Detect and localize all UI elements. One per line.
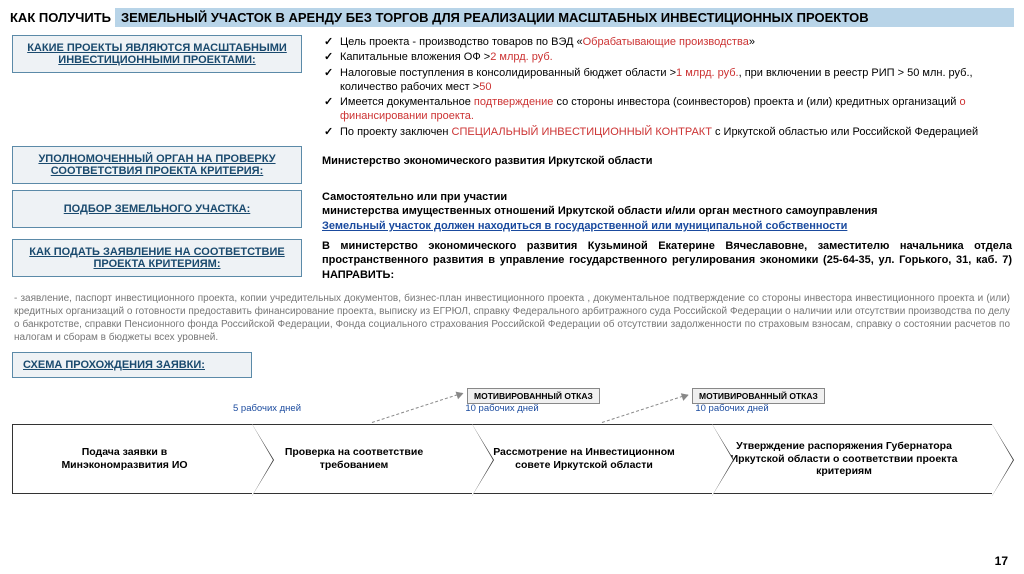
land-text: Самостоятельно или при участии министерс…	[322, 190, 1012, 233]
criteria-item-5: По проекту заключен СПЕЦИАЛЬНЫЙ ИНВЕСТИЦ…	[322, 125, 1012, 139]
header-title: ЗЕМЕЛЬНЫЙ УЧАСТОК В АРЕНДУ БЕЗ ТОРГОВ ДЛ…	[115, 8, 1014, 27]
land-requirement-link: Земельный участок должен находиться в го…	[322, 219, 1012, 233]
label-apply: КАК ПОДАТЬ ЗАЯВЛЕНИЕ НА СООТВЕТСТВИЕ ПРО…	[12, 239, 302, 277]
authority-text: Министерство экономического развития Ирк…	[322, 146, 1012, 168]
label-scheme: СХЕМА ПРОХОЖДЕНИЯ ЗАЯВКИ:	[12, 352, 252, 378]
time-label-1: 5 рабочих дней	[232, 404, 302, 414]
section-criteria: КАКИЕ ПРОЕКТЫ ЯВЛЯЮТСЯ МАСШТАБНЫМИ ИНВЕС…	[12, 35, 1012, 140]
section-authority: УПОЛНОМОЧЕННЫЙ ОРГАН НА ПРОВЕРКУ СООТВЕТ…	[12, 146, 1012, 184]
label-criteria: КАКИЕ ПРОЕКТЫ ЯВЛЯЮТСЯ МАСШТАБНЫМИ ИНВЕС…	[12, 35, 302, 73]
header-prefix: КАК ПОЛУЧИТЬ	[10, 10, 111, 25]
flow-step-1: Подача заявки в Минэкономразвития ИО	[12, 424, 252, 494]
time-label-2: 10 рабочих дней	[462, 404, 542, 414]
apply-text: В министерство экономического развития К…	[322, 239, 1012, 282]
criteria-item-2: Капитальные вложения ОФ >2 млрд. руб.	[322, 50, 1012, 64]
page-header: КАК ПОЛУЧИТЬ ЗЕМЕЛЬНЫЙ УЧАСТОК В АРЕНДУ …	[0, 0, 1024, 31]
section-apply: КАК ПОДАТЬ ЗАЯВЛЕНИЕ НА СООТВЕТСТВИЕ ПРО…	[12, 239, 1012, 282]
criteria-item-1: Цель проекта - производство товаров по В…	[322, 35, 1012, 49]
criteria-list: Цель проекта - производство товаров по В…	[322, 35, 1012, 140]
footnote-docs: - заявление, паспорт инвестиционного про…	[12, 288, 1012, 348]
label-land: ПОДБОР ЗЕМЕЛЬНОГО УЧАСТКА:	[12, 190, 302, 228]
page-number: 17	[995, 554, 1008, 568]
label-authority: УПОЛНОМОЧЕННЫЙ ОРГАН НА ПРОВЕРКУ СООТВЕТ…	[12, 146, 302, 184]
flow-step-3: Рассмотрение на Инвестиционном совете Ир…	[472, 424, 712, 494]
time-label-3: 10 рабочих дней	[692, 404, 772, 414]
criteria-item-3: Налоговые поступления в консолидированны…	[322, 66, 1012, 95]
flow-step-4: Утверждение распоряжения Губернатора Ирк…	[712, 424, 992, 494]
main-content: КАКИЕ ПРОЕКТЫ ЯВЛЯЮТСЯ МАСШТАБНЫМИ ИНВЕС…	[0, 31, 1024, 348]
dashed-arrow-2	[602, 394, 688, 423]
flow-diagram: МОТИВИРОВАННЫЙ ОТКАЗ МОТИВИРОВАННЫЙ ОТКА…	[12, 384, 1012, 504]
dashed-arrow-1	[372, 393, 463, 423]
reject-box-2: МОТИВИРОВАННЫЙ ОТКАЗ	[692, 388, 825, 404]
section-land: ПОДБОР ЗЕМЕЛЬНОГО УЧАСТКА: Самостоятельн…	[12, 190, 1012, 233]
reject-box-1: МОТИВИРОВАННЫЙ ОТКАЗ	[467, 388, 600, 404]
flow-step-2: Проверка на соответствие требованием	[252, 424, 472, 494]
criteria-item-4: Имеется документальное подтверждение со …	[322, 95, 1012, 124]
